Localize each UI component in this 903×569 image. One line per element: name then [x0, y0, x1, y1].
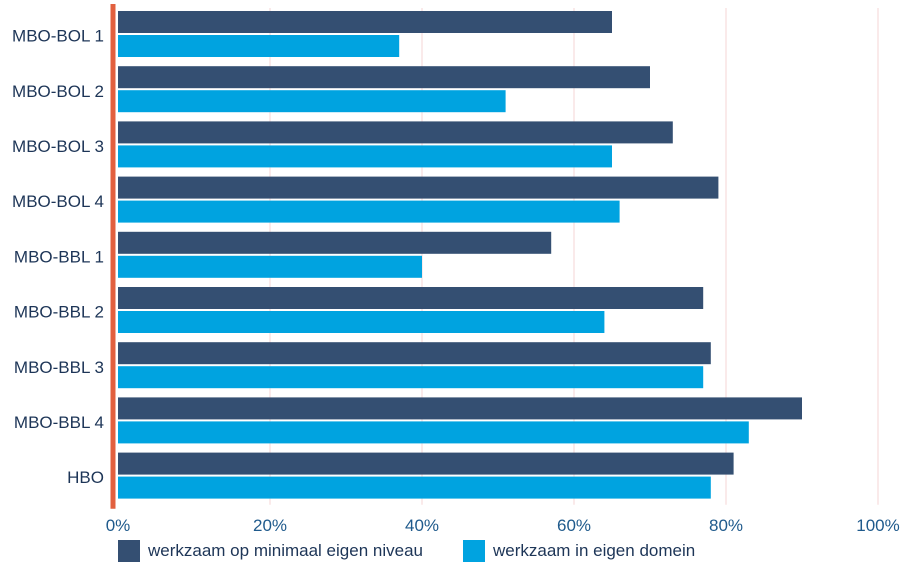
x-tick-label: 100% [856, 516, 899, 535]
category-label: MBO-BBL 4 [14, 413, 104, 432]
x-tick-label: 60% [557, 516, 591, 535]
bar-domein [118, 476, 711, 499]
bar-domein [118, 90, 506, 113]
bar-niveau [118, 121, 673, 144]
bars [118, 11, 802, 499]
bar-niveau [118, 231, 552, 254]
bar-niveau [118, 287, 704, 309]
legend-swatch-niveau [118, 540, 140, 562]
bar-domein [118, 145, 612, 168]
category-label: MBO-BBL 2 [14, 303, 104, 322]
category-label: MBO-BOL 1 [12, 27, 104, 46]
category-label: MBO-BOL 3 [12, 137, 104, 156]
category-label: MBO-BBL 1 [14, 247, 104, 266]
category-label: MBO-BOL 4 [12, 192, 104, 211]
x-tick-label: 40% [405, 516, 439, 535]
category-label: MBO-BBL 3 [14, 358, 104, 377]
bar-niveau [118, 397, 802, 420]
legend-item-niveau: werkzaam op minimaal eigen niveau [118, 540, 423, 562]
x-tick-label: 20% [253, 516, 287, 535]
category-label: MBO-BOL 2 [12, 82, 104, 101]
x-tick-label: 80% [709, 516, 743, 535]
category-label: HBO [67, 468, 104, 487]
bar-niveau [118, 176, 719, 199]
bar-domein [118, 200, 620, 223]
bar-niveau [118, 452, 734, 475]
bar-domein [118, 255, 422, 278]
legend: werkzaam op minimaal eigen niveau werkza… [118, 540, 735, 562]
bar-domein [118, 421, 749, 444]
category-labels: MBO-BOL 1 MBO-BOL 2 MBO-BOL 3 MBO-BOL 4 MBO-… [12, 27, 104, 488]
legend-label-niveau: werkzaam op minimaal eigen niveau [148, 541, 423, 560]
bar-domein [118, 35, 400, 57]
bar-domein [118, 311, 605, 333]
x-tick-label: 0% [106, 516, 131, 535]
bar-niveau [118, 66, 650, 89]
bar-niveau [118, 11, 612, 33]
legend-swatch-domein [462, 540, 485, 562]
legend-label-domein: werkzaam in eigen domein [492, 541, 696, 560]
bar-domein [118, 366, 704, 389]
bar-niveau [118, 342, 711, 365]
x-tick-labels: 0% 20% 40% 60% 80% 100% [106, 516, 900, 535]
legend-item-domein: werkzaam in eigen domein [462, 540, 696, 562]
